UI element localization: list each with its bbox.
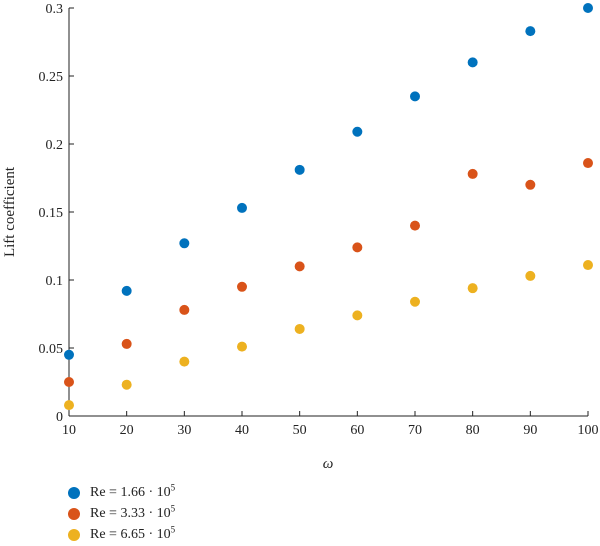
x-tick-label: 20 bbox=[120, 423, 134, 438]
legend-item-series-2: Re = 3.33 · 105 bbox=[68, 503, 175, 524]
data-points bbox=[64, 3, 593, 411]
x-tick-label: 70 bbox=[408, 423, 422, 438]
x-tick-label: 50 bbox=[293, 423, 307, 438]
data-point-series-3 bbox=[410, 296, 420, 307]
legend-label-series-1: Re = 1.66 · 105 bbox=[90, 481, 176, 500]
data-point-series-3 bbox=[237, 341, 247, 352]
data-point-series-3 bbox=[64, 400, 74, 411]
legend-marker-series-2 bbox=[68, 507, 80, 520]
data-point-series-2 bbox=[583, 158, 593, 169]
data-point-series-3 bbox=[294, 323, 305, 334]
data-point-series-3 bbox=[352, 310, 363, 321]
data-point-series-1 bbox=[64, 349, 74, 360]
data-point-series-1 bbox=[294, 164, 305, 175]
y-tick-label: 0 bbox=[56, 410, 63, 425]
axes bbox=[68, 8, 588, 417]
y-tick-label: 0.1 bbox=[46, 274, 64, 289]
data-point-series-1 bbox=[467, 57, 478, 68]
x-tick-label: 100 bbox=[578, 423, 599, 438]
data-point-series-2 bbox=[525, 179, 536, 190]
data-point-series-3 bbox=[179, 356, 190, 367]
legend-marker-series-1 bbox=[68, 486, 80, 499]
y-tick-label: 0.2 bbox=[46, 138, 64, 153]
data-point-series-1 bbox=[410, 91, 420, 102]
legend-label-series-2: Re = 3.33 · 105 bbox=[90, 502, 176, 521]
data-point-series-1 bbox=[352, 126, 363, 137]
data-point-series-3 bbox=[121, 379, 132, 390]
data-point-series-3 bbox=[525, 270, 536, 281]
legend-item-series-3: Re = 6.65 · 105 bbox=[68, 524, 175, 545]
data-point-series-2 bbox=[121, 338, 132, 349]
y-tick-label: 0.25 bbox=[39, 70, 64, 85]
data-point-series-3 bbox=[583, 260, 593, 271]
data-point-series-1 bbox=[525, 26, 536, 37]
x-tick-label: 30 bbox=[177, 423, 191, 438]
x-tick-label: 90 bbox=[523, 423, 537, 438]
y-ticks: 0 0.05 0.1 0.15 0.2 0.25 0.3 bbox=[39, 2, 74, 425]
x-axis-title: ω bbox=[323, 456, 334, 472]
data-point-series-2 bbox=[237, 281, 247, 292]
x-tick-label: 60 bbox=[350, 423, 364, 438]
data-point-series-3 bbox=[467, 283, 478, 294]
data-point-series-2 bbox=[294, 261, 305, 272]
y-tick-label: 0.3 bbox=[46, 2, 64, 17]
data-point-series-2 bbox=[179, 304, 190, 315]
data-point-series-2 bbox=[467, 168, 478, 179]
x-tick-label: 10 bbox=[62, 423, 76, 438]
data-point-series-1 bbox=[583, 3, 593, 13]
x-tick-label: 40 bbox=[235, 423, 249, 438]
data-point-series-2 bbox=[410, 220, 420, 231]
legend-item-series-1: Re = 1.66 · 105 bbox=[68, 482, 175, 503]
x-ticks: 10 20 30 40 50 60 70 80 90 100 bbox=[62, 411, 599, 438]
y-tick-label: 0.15 bbox=[39, 206, 64, 221]
legend: Re = 1.66 · 105 Re = 3.33 · 105 Re = 6.6… bbox=[68, 482, 175, 545]
legend-label-series-3: Re = 6.65 · 105 bbox=[90, 523, 176, 542]
y-tick-label: 0.05 bbox=[39, 342, 64, 357]
legend-marker-series-3 bbox=[68, 528, 80, 541]
y-axis-title: Lift coefficient bbox=[2, 166, 18, 257]
data-point-series-1 bbox=[121, 285, 132, 296]
data-point-series-1 bbox=[237, 202, 247, 213]
data-point-series-2 bbox=[64, 377, 74, 387]
data-point-series-1 bbox=[179, 238, 190, 249]
data-point-series-2 bbox=[352, 242, 363, 253]
x-tick-label: 80 bbox=[466, 423, 480, 438]
